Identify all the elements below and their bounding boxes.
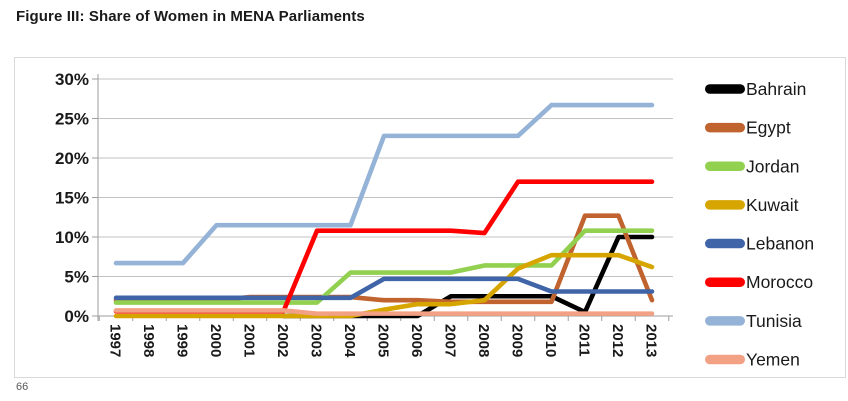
- legend-swatch-bahrain: [705, 84, 745, 94]
- y-axis-label: 15%: [55, 189, 89, 208]
- x-axis-label: 2005: [375, 324, 392, 357]
- x-axis-label: 2008: [475, 324, 492, 357]
- legend-swatch-yemen: [705, 354, 745, 365]
- x-axis-label: 2001: [241, 324, 258, 357]
- y-axis-label: 25%: [55, 110, 89, 129]
- x-axis-label: 1999: [174, 324, 191, 357]
- legend-label-egypt: Egypt: [746, 118, 791, 138]
- x-axis-label: 2000: [207, 324, 224, 357]
- legend-label-yemen: Yemen: [746, 349, 800, 369]
- chart-frame: 0% 5% 10% 15% 20% 25% 30% 1997 1998 1999 2000 2001 2…: [14, 57, 846, 378]
- y-axis-label: 0%: [64, 307, 89, 326]
- x-axis-label: 2003: [308, 324, 325, 357]
- legend-label-jordan: Jordan: [746, 156, 800, 176]
- series-line-yemen: [113, 308, 655, 316]
- series-line-lebanon: [113, 276, 655, 301]
- x-axis-label: 1998: [140, 324, 157, 357]
- legend-label-tunisia: Tunisia: [746, 311, 802, 331]
- legend-label-bahrain: Bahrain: [746, 79, 806, 99]
- x-axis-label: 2010: [542, 324, 559, 357]
- x-axis-label: 2004: [341, 324, 358, 358]
- legend-swatch-egypt: [705, 122, 745, 133]
- legend-label-kuwait: Kuwait: [746, 195, 799, 215]
- x-axis-label: 2009: [509, 324, 526, 357]
- page-number: 66: [16, 381, 29, 393]
- y-axis-label: 20%: [55, 149, 89, 168]
- y-axis-label: 10%: [55, 228, 89, 247]
- series-line-kuwait: [113, 252, 655, 319]
- series-line-tunisia: [113, 102, 655, 266]
- x-axis-label: 2006: [408, 324, 425, 357]
- legend-swatch-kuwait: [705, 200, 745, 210]
- x-axis-label: 2002: [274, 324, 291, 357]
- y-axis-label: 5%: [64, 268, 89, 287]
- series-line-egypt: [113, 213, 655, 305]
- y-axis-label: 30%: [55, 70, 89, 89]
- x-axis-label: 2013: [643, 324, 660, 357]
- x-axis-label: 1997: [107, 324, 124, 357]
- legend-swatch-jordan: [705, 161, 745, 172]
- legend-swatch-tunisia: [705, 316, 745, 326]
- figure-title: Figure III: Share of Women in MENA Parli…: [16, 8, 365, 25]
- line-chart: 0% 5% 10% 15% 20% 25% 30% 1997 1998 1999 2000 2001 2…: [55, 70, 814, 369]
- legend-label-morocco: Morocco: [746, 272, 813, 292]
- legend-swatch-lebanon: [705, 238, 745, 249]
- x-axis-label: 2011: [576, 324, 593, 357]
- legend-label-lebanon: Lebanon: [746, 234, 814, 254]
- legend-swatch-morocco: [705, 277, 745, 287]
- x-axis-label: 2007: [442, 324, 459, 357]
- x-axis-label: 2012: [609, 324, 626, 357]
